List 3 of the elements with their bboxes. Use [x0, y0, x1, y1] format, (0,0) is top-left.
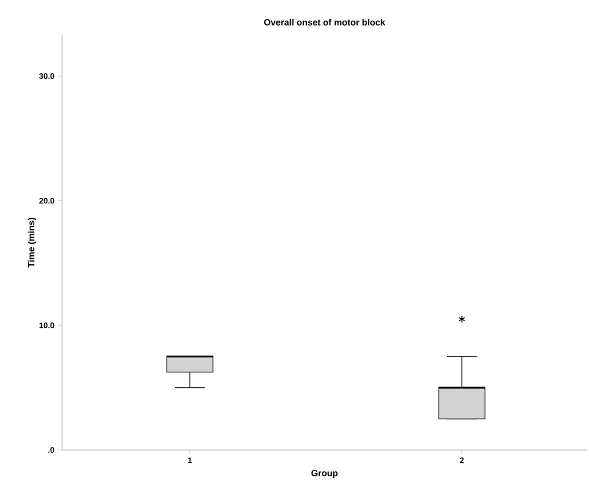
- x-axis-title: Group: [311, 470, 338, 478]
- y-axis-title: Time (mins): [28, 218, 36, 268]
- chart-title: Overall onset of motor block: [264, 18, 386, 26]
